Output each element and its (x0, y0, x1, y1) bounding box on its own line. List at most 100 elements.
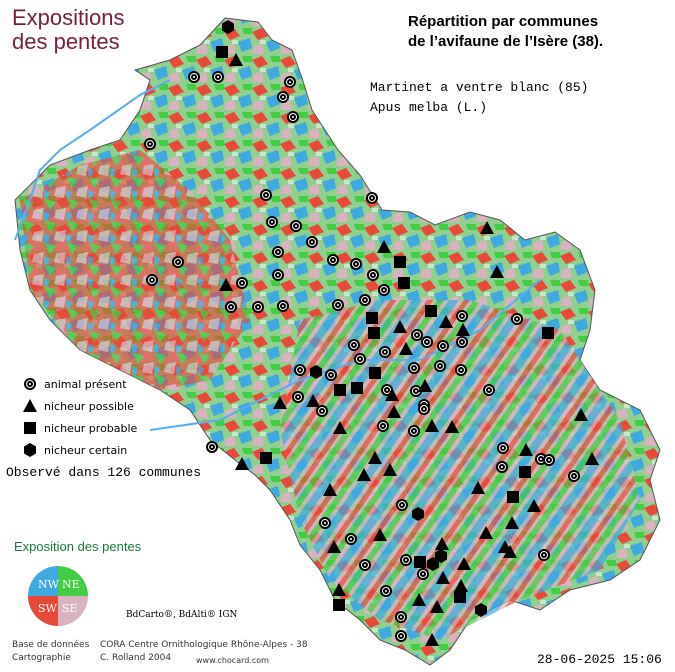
animal-present-marker (172, 256, 184, 268)
animal-present-marker (437, 340, 449, 352)
nicheur-possible-marker (471, 481, 485, 494)
animal-present-marker (380, 585, 392, 597)
nicheur-probable-marker (425, 305, 437, 317)
animal-present-marker (319, 517, 331, 529)
legend-item-certain: nicheur certain (22, 442, 137, 458)
nicheur-possible-marker (387, 405, 401, 418)
animal-present-marker (377, 420, 389, 432)
triangle-icon (23, 399, 37, 412)
animal-present-marker (418, 403, 430, 415)
observed-count: Observé dans 126 communes (6, 465, 202, 480)
animal-present-marker (212, 71, 224, 83)
animal-present-marker (417, 568, 429, 580)
nicheur-probable-marker (369, 367, 381, 379)
animal-present-marker (277, 91, 289, 103)
animal-present-marker (332, 299, 344, 311)
credit-base-value: CORA Centre Ornithologique Rhône-Alpes -… (100, 640, 308, 650)
legend-label: animal présent (44, 377, 127, 391)
nicheur-possible-marker (439, 315, 453, 328)
repartition-line-1: Répartition par communes (408, 13, 599, 30)
nicheur-probable-marker (333, 599, 345, 611)
legend-item-present: animal présent (22, 376, 137, 392)
animal-present-marker (316, 405, 328, 417)
quadrant-sw (28, 596, 58, 626)
quadrant-label-se: SE (62, 602, 78, 615)
title-line-2: des pentes (12, 29, 120, 54)
nicheur-possible-marker (480, 221, 494, 234)
quadrant-nw (28, 566, 58, 596)
animal-present-marker (277, 300, 289, 312)
nicheur-possible-marker (574, 408, 588, 421)
quadrant-ne (58, 566, 88, 596)
terrain-west (20, 150, 250, 390)
animal-present-marker (543, 454, 555, 466)
commune-markers (144, 20, 599, 646)
nicheur-possible-marker (306, 394, 320, 407)
nicheur-probable-marker (351, 382, 363, 394)
animal-present-marker (292, 391, 304, 403)
nicheur-possible-marker (479, 526, 493, 539)
nicheur-possible-marker (327, 540, 341, 553)
animal-present-marker (236, 277, 248, 289)
animal-present-marker (408, 362, 420, 374)
credit-base-label: Base de données (12, 640, 90, 650)
animal-present-marker (284, 76, 296, 88)
website: www.chocard.com (196, 656, 269, 665)
nicheur-possible-marker (527, 499, 541, 512)
date-stamp: 28-06-2025 15:06 (537, 652, 662, 667)
repartition-line-2: de l’avifaune de l’Isère (38). (408, 33, 604, 50)
nicheur-certain-marker (475, 603, 487, 617)
nicheur-probable-marker (519, 466, 531, 478)
animal-present-marker (483, 384, 495, 396)
animal-present-marker (225, 301, 237, 313)
nicheur-possible-marker (435, 537, 449, 550)
nicheur-possible-marker (490, 265, 504, 278)
repartition-title: Répartition par communes de l’avifaune d… (408, 12, 603, 52)
nicheur-possible-marker (357, 468, 371, 481)
nicheur-possible-marker (445, 420, 459, 433)
animal-present-marker (395, 630, 407, 642)
animal-present-marker (395, 611, 407, 623)
nicheur-certain-marker (222, 20, 234, 34)
nicheur-certain-marker (310, 365, 322, 379)
animal-present-marker (252, 301, 264, 313)
animal-present-marker (188, 71, 200, 83)
animal-present-marker (345, 533, 357, 545)
rhone-river (14, 79, 171, 241)
species-latin: Apus melba (L.) (370, 100, 488, 115)
animal-present-marker (366, 192, 378, 204)
square-icon (24, 422, 36, 434)
animal-present-marker (568, 470, 580, 482)
nicheur-probable-marker (398, 277, 410, 289)
nicheur-possible-marker (383, 463, 397, 476)
animal-present-marker (144, 138, 156, 150)
nicheur-possible-marker (436, 571, 450, 584)
nicheur-certain-marker (427, 557, 439, 571)
legend-label: nicheur probable (44, 421, 138, 435)
nicheur-probable-marker (454, 591, 466, 603)
nicheur-possible-marker (219, 278, 233, 291)
animal-present-marker (359, 294, 371, 306)
quadrant-label-sw: SW (38, 602, 58, 615)
nicheur-possible-marker (425, 633, 439, 646)
animal-present-marker (496, 461, 508, 473)
nicheur-possible-marker (399, 342, 413, 355)
animal-present-marker (434, 360, 446, 372)
nicheur-possible-marker (585, 452, 599, 465)
credit-carto-label: Cartographie (12, 653, 71, 663)
quadrant-se (58, 596, 88, 626)
nicheur-possible-marker (332, 583, 346, 596)
animal-present-marker (325, 369, 337, 381)
nicheur-possible-marker (418, 379, 432, 392)
nicheur-possible-marker (385, 388, 399, 401)
animal-present-marker (408, 425, 420, 437)
nicheur-possible-marker (505, 516, 519, 529)
nicheur-probable-marker (542, 327, 554, 339)
nicheur-probable-marker (368, 327, 380, 339)
animal-present-marker (348, 339, 360, 351)
animal-present-marker (359, 559, 371, 571)
animal-present-marker (350, 258, 362, 270)
animal-present-marker (456, 310, 468, 322)
nicheur-probable-marker (334, 384, 346, 396)
legend-item-probable: nicheur probable (22, 420, 137, 436)
